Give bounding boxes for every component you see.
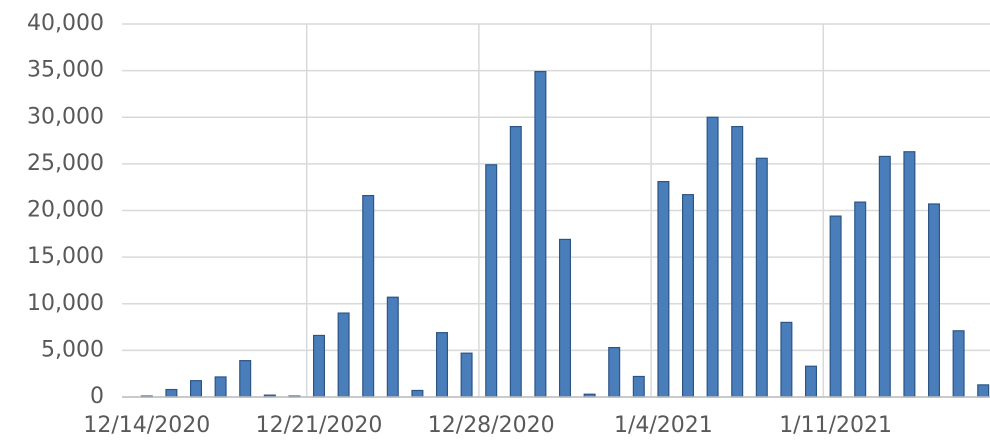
bar	[780, 321, 793, 398]
bar	[165, 388, 178, 398]
bar	[411, 389, 424, 398]
bar	[829, 215, 842, 398]
bar	[755, 157, 768, 398]
bar	[731, 125, 744, 398]
y-tick-label: 10,000	[27, 291, 104, 316]
x-tick-label: 1/4/2021	[614, 413, 713, 438]
bar	[706, 116, 719, 398]
bar	[952, 330, 965, 398]
bar	[878, 155, 891, 398]
y-tick-label: 40,000	[27, 11, 104, 36]
x-tick-label: 12/14/2020	[83, 413, 210, 438]
bar	[312, 334, 326, 398]
bar	[534, 70, 547, 398]
y-tick-label: 30,000	[27, 104, 104, 129]
y-tick-label: 15,000	[27, 244, 104, 269]
bar	[804, 365, 818, 398]
bar	[337, 312, 350, 398]
bar	[608, 346, 621, 398]
y-tick-label: 0	[90, 384, 104, 409]
y-tick-label: 35,000	[27, 58, 104, 83]
bar	[460, 352, 473, 398]
bar	[903, 151, 916, 398]
bar	[558, 238, 572, 398]
bar	[681, 194, 695, 398]
x-tick-label: 12/21/2020	[256, 413, 383, 438]
bar	[362, 194, 375, 398]
bar	[927, 203, 941, 398]
x-tick-label: 1/11/2021	[779, 413, 892, 438]
y-tick-label: 25,000	[27, 151, 104, 176]
bar	[189, 380, 203, 398]
bar	[435, 332, 449, 398]
bar	[977, 384, 990, 398]
y-tick-label: 20,000	[27, 198, 104, 223]
bar	[239, 360, 252, 398]
x-tick-label: 12/28/2020	[428, 413, 555, 438]
bar	[657, 180, 670, 398]
y-tick-label: 5,000	[41, 337, 104, 362]
bar	[214, 376, 227, 398]
bar	[509, 125, 522, 398]
bar	[386, 296, 399, 398]
bar	[854, 201, 867, 398]
bar	[632, 375, 645, 398]
bar	[485, 164, 498, 398]
